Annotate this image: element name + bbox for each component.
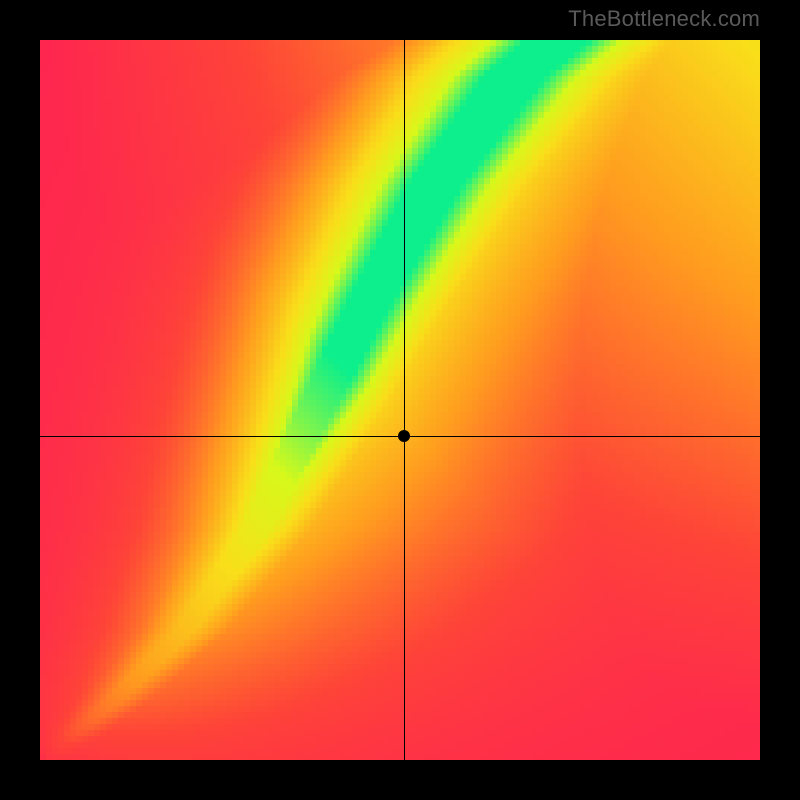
data-point-marker — [398, 430, 410, 442]
page-root: TheBottleneck.com — [0, 0, 800, 800]
plot-frame — [40, 40, 760, 760]
watermark-text: TheBottleneck.com — [568, 6, 760, 32]
crosshair-vertical — [404, 40, 405, 760]
heatmap-canvas — [40, 40, 760, 760]
